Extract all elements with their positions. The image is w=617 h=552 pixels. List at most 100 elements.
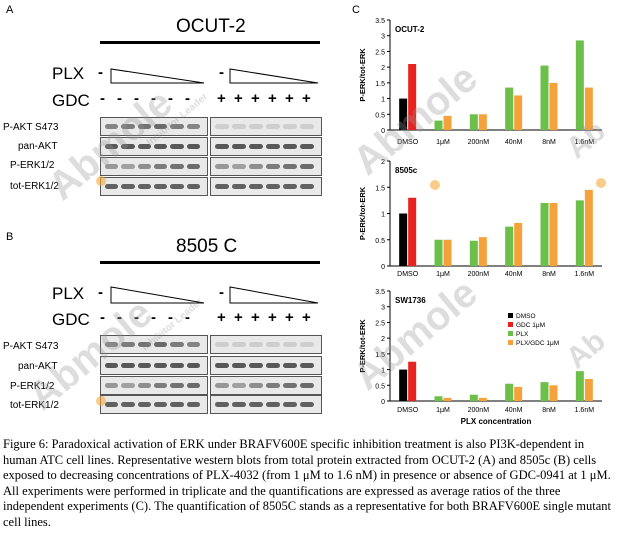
blot-band	[154, 143, 168, 149]
x-tick-label: 1μM	[436, 271, 450, 278]
bar-dmso	[399, 213, 408, 266]
blot-band	[283, 382, 297, 388]
blot-band	[300, 341, 314, 347]
blot-band	[186, 163, 200, 169]
blot-band	[154, 382, 168, 388]
bar-plx_gdc	[478, 397, 487, 401]
legend-label: PLX/GDC 1μM	[516, 340, 559, 347]
bar-plx	[434, 120, 443, 130]
blot-band	[266, 401, 280, 407]
blot-band	[105, 143, 119, 149]
gdc-sign: +	[302, 90, 311, 107]
blot-band	[215, 183, 229, 189]
bar-plx_gdc	[478, 114, 487, 130]
blot-band	[105, 183, 119, 189]
gdc-sign: +	[234, 309, 243, 326]
blot-band	[283, 163, 297, 169]
blot-band	[283, 183, 297, 189]
bar-plx_gdc	[443, 115, 452, 130]
blot-band	[137, 401, 151, 407]
panel-b-blot-label: P-AKT S473	[3, 341, 59, 352]
panel-b-gdc-signs: - - - - - - + + + + + +	[100, 309, 320, 329]
legend-swatch	[508, 313, 513, 318]
x-tick-label: 8nM	[542, 271, 556, 278]
bar-plx_gdc	[549, 385, 558, 401]
gdc-sign: +	[251, 309, 260, 326]
panel-a-plx-control-2: -	[219, 64, 224, 81]
y-tick-label: 2.5	[375, 49, 385, 56]
caption-text: Figure 6: Paradoxical activation of ERK …	[3, 437, 611, 529]
blot-band	[105, 382, 119, 388]
bar-plx	[469, 394, 478, 401]
blot-band	[215, 382, 229, 388]
blot-band	[300, 183, 314, 189]
legend-label: PLX	[516, 331, 529, 338]
blot-band	[283, 362, 297, 368]
blot-band	[215, 362, 229, 368]
y-axis-label: P-ERK/tot-ERK	[358, 48, 367, 102]
panel-a-blot-label: pan-AKT	[18, 141, 58, 152]
gdc-sign: -	[134, 309, 139, 326]
blot-band	[154, 362, 168, 368]
x-tick-label: 1.6nM	[575, 407, 595, 414]
x-tick-label: DMSO	[397, 139, 419, 146]
blot-band	[105, 163, 119, 169]
panel-a-gdc-signs: - - - - - - + + + + + +	[100, 90, 320, 110]
blot-band	[249, 382, 263, 388]
blot-strip	[210, 356, 322, 375]
y-tick-label: 1	[381, 212, 385, 219]
bar-plx	[540, 65, 549, 130]
bar-plx_gdc	[584, 379, 593, 401]
blot-band	[170, 163, 184, 169]
blot-band	[121, 143, 135, 149]
blot-strip	[210, 376, 322, 395]
blot-band	[300, 123, 314, 129]
x-tick-label: 8nM	[542, 139, 556, 146]
blot-band	[121, 362, 135, 368]
blot-band	[266, 143, 280, 149]
x-tick-label: 1μM	[436, 407, 450, 414]
blot-band	[232, 143, 246, 149]
blot-band	[283, 401, 297, 407]
y-tick-label: 0.5	[375, 238, 385, 245]
blot-band	[266, 362, 280, 368]
blot-strip	[210, 117, 322, 136]
gdc-sign: +	[268, 309, 277, 326]
x-tick-label: 1.6nM	[575, 271, 595, 278]
blot-band	[137, 341, 151, 347]
blot-band	[186, 362, 200, 368]
blot-band	[170, 362, 184, 368]
gdc-sign: -	[100, 90, 105, 107]
bar-plx	[540, 382, 549, 401]
blot-band	[215, 123, 229, 129]
blot-band	[266, 341, 280, 347]
blot-strip	[100, 177, 208, 196]
y-tick-label: 0	[381, 264, 385, 271]
y-tick-label: 2	[381, 159, 385, 166]
blot-band	[249, 401, 263, 407]
blot-strip	[100, 157, 208, 176]
blot-band	[300, 362, 314, 368]
gdc-sign: +	[217, 309, 226, 326]
panel-a-cell-line: OCUT-2	[176, 16, 246, 37]
blot-band	[232, 362, 246, 368]
blot-band	[105, 341, 119, 347]
y-tick-label: 3	[381, 34, 385, 41]
y-tick-label: 0	[381, 128, 385, 135]
legend-label: DMSO	[516, 313, 536, 320]
blot-band	[170, 382, 184, 388]
x-tick-label: 1.6nM	[575, 139, 595, 146]
blot-band	[186, 123, 200, 129]
blot-band	[137, 143, 151, 149]
y-tick-label: 3	[381, 305, 385, 312]
blot-strip	[210, 335, 322, 354]
bar-plx_gdc	[478, 237, 487, 266]
panel-b-cell-line: 8505 C	[176, 236, 238, 257]
blot-band	[137, 382, 151, 388]
x-tick-label: 40nM	[505, 139, 523, 146]
blot-band	[215, 341, 229, 347]
bar-plx	[434, 396, 443, 401]
x-tick-label: 1μM	[436, 139, 450, 146]
panel-a-plx-gradient-2	[229, 68, 319, 84]
blot-band	[283, 341, 297, 347]
